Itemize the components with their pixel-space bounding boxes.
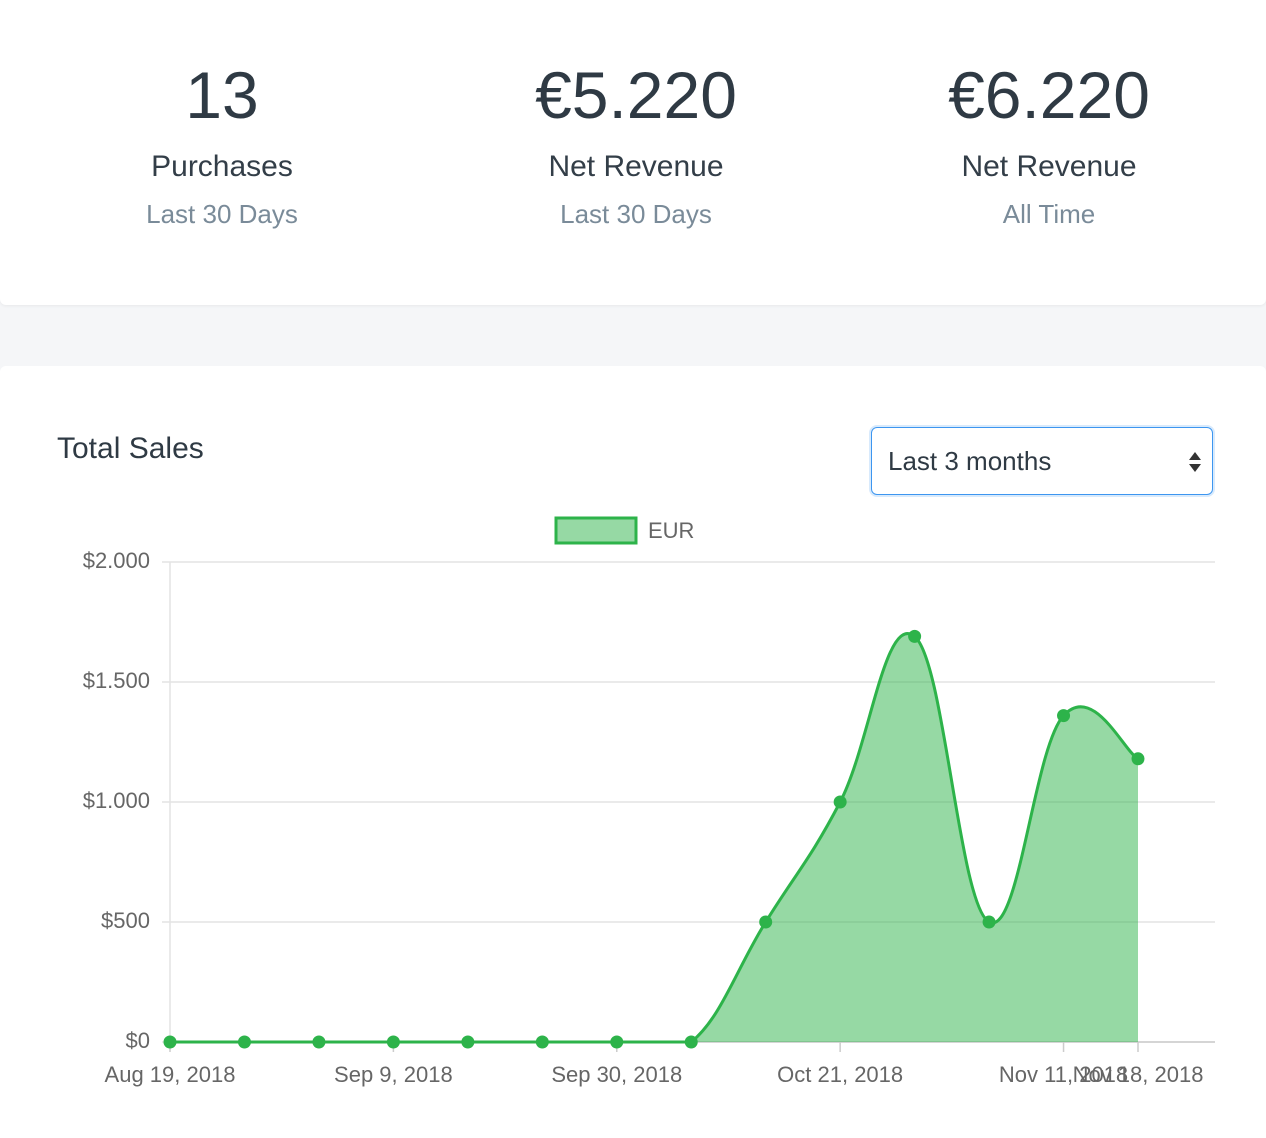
y-tick-label: $1.500 xyxy=(83,668,150,693)
stats-card: 13 Purchases Last 30 Days €5.220 Net Revenue… xyxy=(0,0,1266,305)
legend-label: EUR xyxy=(648,518,694,543)
point xyxy=(386,1035,400,1049)
y-tick-label: $0 xyxy=(126,1028,150,1053)
stat-label: Net Revenue xyxy=(548,150,724,183)
point xyxy=(684,1035,698,1049)
chart-title: Total Sales xyxy=(57,432,204,465)
x-tick-label: Oct 21, 2018 xyxy=(777,1062,903,1087)
point xyxy=(908,629,922,643)
stat-period: Last 30 Days xyxy=(146,199,298,229)
point xyxy=(1057,709,1071,723)
stat-period: All Time xyxy=(1002,199,1096,229)
x-tick-label: Aug 19, 2018 xyxy=(105,1062,236,1087)
area xyxy=(170,633,1138,1042)
stat-label: Net Revenue xyxy=(961,150,1137,183)
range-select[interactable]: Last 3 months xyxy=(871,427,1213,495)
point xyxy=(610,1035,624,1049)
select-arrows xyxy=(1189,452,1201,472)
stat-period: Last 30 Days xyxy=(560,199,712,229)
stat-value: 13 xyxy=(185,58,259,132)
legend-swatch xyxy=(554,516,638,545)
point xyxy=(312,1035,326,1049)
y-tick-label: $2.000 xyxy=(83,548,150,573)
line xyxy=(169,632,1139,1044)
chart: $0 $500 $1.000 $1.500 $2.000 Aug 19, 2018 Sep … xyxy=(83,516,1215,1087)
x-tick-label: Nov 18, 2018 xyxy=(1073,1062,1204,1087)
point xyxy=(163,1035,177,1049)
chart-card: Total Sales Last 3 months $0 $500 $1.000 $1… xyxy=(0,366,1266,1138)
stat-value: €6.220 xyxy=(948,58,1150,132)
point xyxy=(833,795,847,809)
x-tick-label: Sep 9, 2018 xyxy=(334,1062,453,1087)
x-tick-label: Sep 30, 2018 xyxy=(551,1062,682,1087)
y-tick-label: $500 xyxy=(101,908,150,933)
point xyxy=(237,1035,251,1049)
point xyxy=(759,915,773,929)
select-value: Last 3 months xyxy=(888,446,1052,476)
stat-value: €5.220 xyxy=(535,58,737,132)
point xyxy=(1131,752,1145,766)
point xyxy=(535,1035,549,1049)
stat-label: Purchases xyxy=(151,150,293,183)
point xyxy=(461,1035,475,1049)
x-tick-label: Nov 11, 2018 xyxy=(999,1062,1128,1087)
y-tick-label: $1.000 xyxy=(83,788,150,813)
point xyxy=(982,915,996,929)
